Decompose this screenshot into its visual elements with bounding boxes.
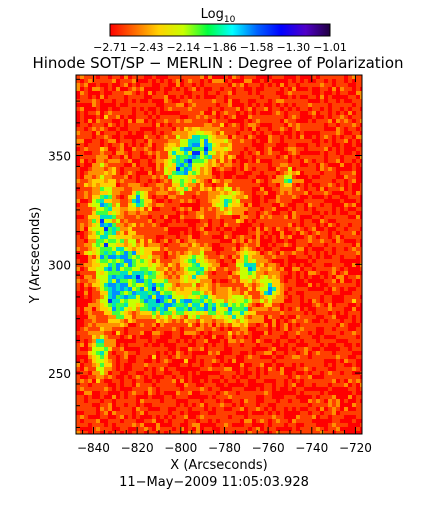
x-tick-label: −780 (208, 441, 241, 455)
y-tick-label: 300 (48, 258, 71, 272)
x-axis-label: X (Arcseconds) (170, 458, 267, 473)
colorbar (109, 23, 331, 37)
heatmap (76, 75, 362, 434)
colorbar-tick-label: −1.58 (240, 41, 274, 54)
x-tick-label: −820 (121, 441, 154, 455)
plot-frame (75, 74, 363, 435)
x-tick-label: −760 (252, 441, 285, 455)
x-axis: −840 −820 −800 −780 −760 −740 −720 (77, 75, 372, 455)
chart-title: Hinode SOT/SP − MERLIN : Degree of Polar… (32, 54, 403, 72)
x-tick-label: −740 (295, 441, 328, 455)
observation-date: 11−May−2009 11:05:03.928 (119, 475, 309, 490)
colorbar-label-sub: 10 (224, 15, 236, 25)
x-tick-label: −800 (164, 441, 197, 455)
colorbar-tick-label: −2.14 (166, 41, 200, 54)
y-tick-label: 350 (48, 150, 71, 164)
x-tick-label: −720 (339, 441, 372, 455)
colorbar-tick-label: −2.71 (93, 41, 127, 54)
colorbar-tick-label: −1.01 (313, 41, 347, 54)
colorbar-tick-label: −2.43 (130, 41, 164, 54)
colorbar-label-main: Log (201, 7, 224, 22)
colorbar-tick-label: −1.30 (276, 41, 310, 54)
x-tick-label: −840 (77, 441, 110, 455)
colorbar-ticks: −2.71 −2.43 −2.14 −1.86 −1.58 −1.30 −1.01 (93, 41, 347, 54)
colorbar-label: Log10 (201, 7, 236, 25)
colorbar-tick-label: −1.86 (203, 41, 237, 54)
y-tick-label: 250 (48, 367, 71, 381)
y-axis-label: Y (Arcseconds) (28, 207, 43, 304)
y-axis: 250 300 350 (48, 78, 362, 428)
